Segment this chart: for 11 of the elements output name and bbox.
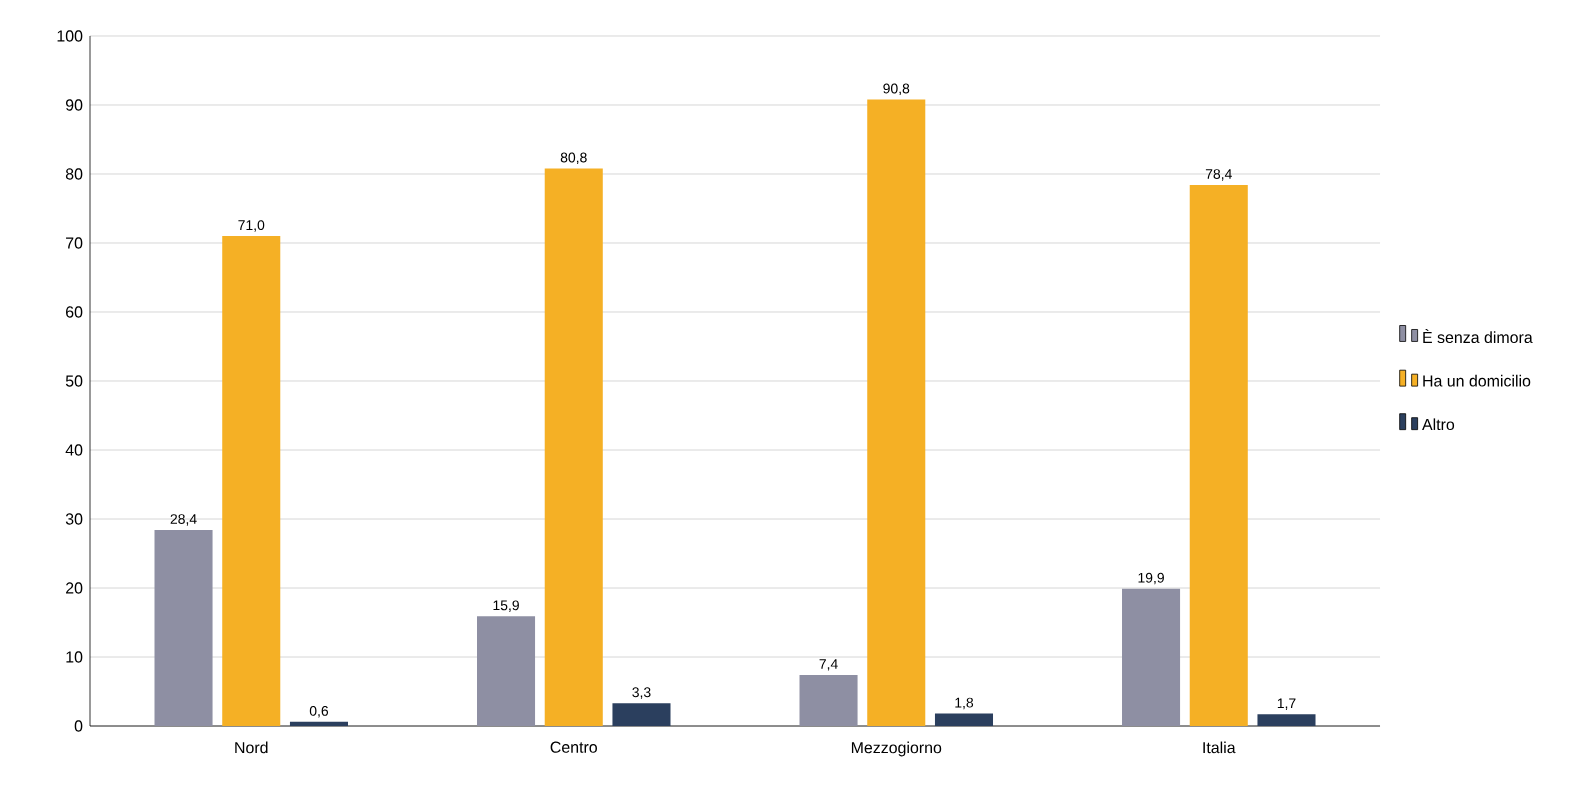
- bar: [867, 99, 926, 726]
- bar: [154, 530, 213, 726]
- bar: [477, 616, 536, 726]
- bar: [222, 236, 281, 726]
- bar: [544, 168, 603, 726]
- bar: [1189, 185, 1248, 726]
- bar: [934, 713, 994, 726]
- bar: [1257, 714, 1316, 726]
- bar: [799, 674, 858, 726]
- bar: [1122, 588, 1181, 726]
- bar: [612, 703, 671, 726]
